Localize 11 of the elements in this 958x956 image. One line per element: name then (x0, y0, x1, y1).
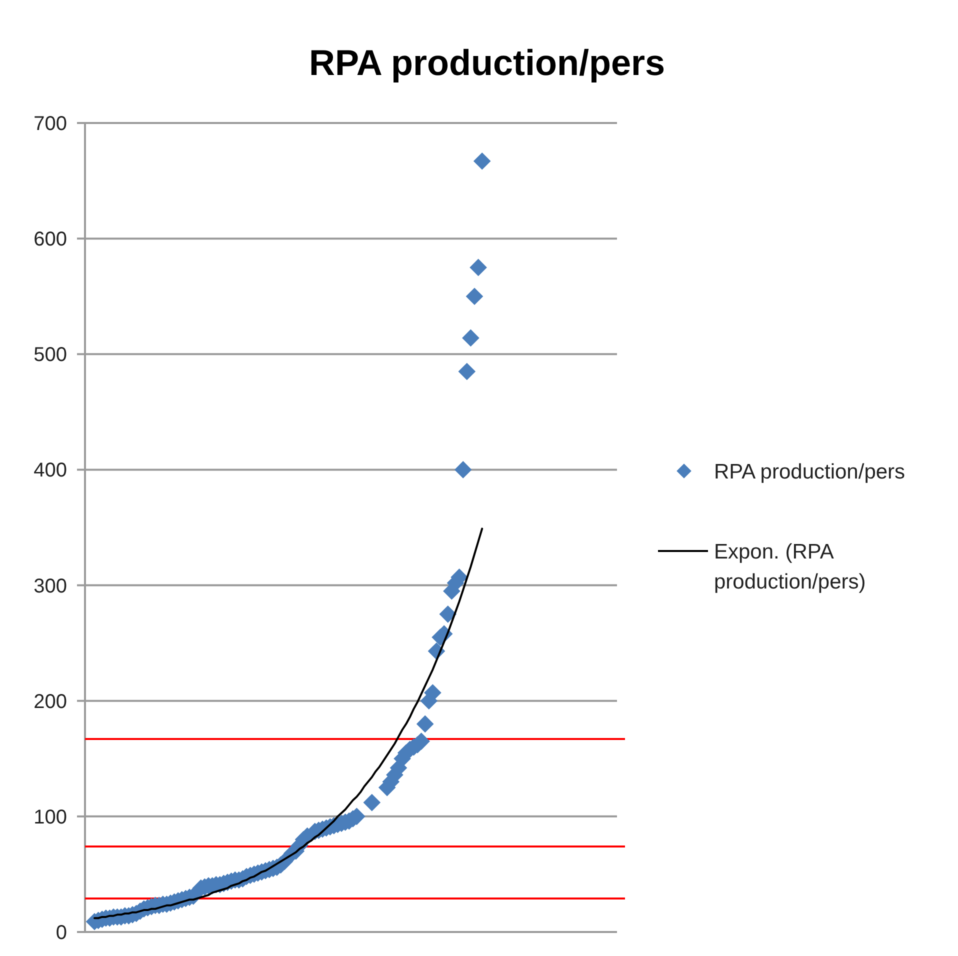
y-tick-label: 400 (34, 460, 67, 482)
y-tick-label: 300 (34, 575, 67, 598)
legend-label: Expon. (RPA production/pers) (714, 540, 866, 594)
y-tick-label: 600 (34, 228, 67, 251)
y-tick-label: 100 (34, 806, 67, 828)
y-tick-label: 0 (56, 922, 67, 944)
y-tick-label: 200 (34, 690, 67, 713)
legend-label: RPA production/pers (714, 460, 906, 484)
y-tick-label: 500 (34, 344, 67, 366)
y-tick-label: 700 (34, 113, 67, 135)
chart-title: RPA production/pers (308, 42, 666, 83)
